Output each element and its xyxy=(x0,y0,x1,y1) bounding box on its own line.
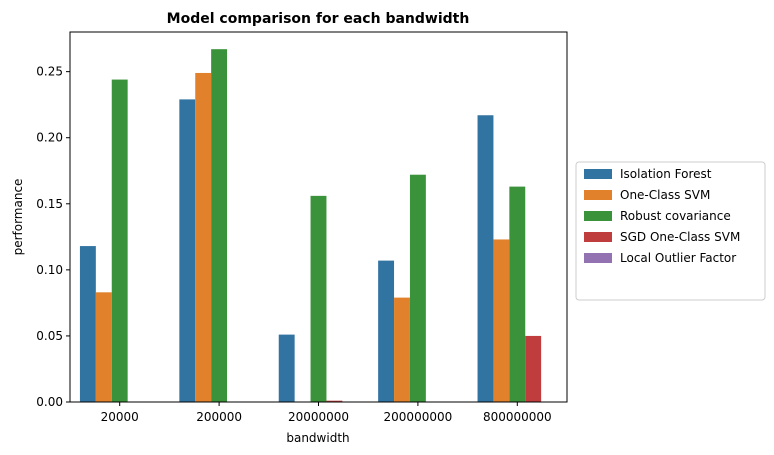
bar-robust-covariance-200000 xyxy=(211,49,228,403)
y-tick-label: 0.10 xyxy=(36,263,63,277)
plot-frame xyxy=(69,31,568,403)
legend-label: Local Outlier Factor xyxy=(620,251,736,265)
bar-isolation-forest-20000 xyxy=(79,246,96,402)
y-tick-label: 0.00 xyxy=(36,395,63,409)
x-tick-label: 200000000 xyxy=(384,410,453,424)
bar-one-class-svm-20000 xyxy=(95,292,112,402)
bar-robust-covariance-800000000 xyxy=(509,186,526,402)
bar-isolation-forest-20000000 xyxy=(278,334,295,402)
bar-robust-covariance-200000000 xyxy=(409,174,426,402)
chart-title: Model comparison for each bandwidth xyxy=(167,11,470,27)
legend-swatch xyxy=(584,190,612,200)
y-axis: 0.00 0.05 0.10 0.15 0.20 0.25 xyxy=(36,65,70,409)
legend-label: Isolation Forest xyxy=(620,167,712,181)
legend-label: One-Class SVM xyxy=(620,188,710,202)
bars-group xyxy=(79,49,542,403)
bar-robust-covariance-20000 xyxy=(111,79,128,402)
bar-isolation-forest-200000 xyxy=(179,99,196,402)
legend: Isolation Forest One-Class SVM Robust cova… xyxy=(575,161,766,301)
x-axis-label: bandwidth xyxy=(286,431,349,445)
bar-isolation-forest-200000000 xyxy=(378,260,395,402)
y-tick-label: 0.15 xyxy=(36,197,63,211)
x-tick-label: 20000 xyxy=(101,410,139,424)
legend-swatch xyxy=(584,211,612,221)
bar-one-class-svm-200000 xyxy=(195,72,212,403)
y-tick-label: 0.25 xyxy=(36,65,63,79)
x-axis: 20000 200000 20000000 200000000 800000000 xyxy=(101,402,552,424)
y-axis-label: performance xyxy=(11,179,25,256)
legend-label: Robust covariance xyxy=(620,209,731,223)
x-tick-label: 200000 xyxy=(196,410,242,424)
x-tick-label: 20000000 xyxy=(288,410,349,424)
bar-robust-covariance-20000000 xyxy=(310,195,327,402)
legend-box xyxy=(575,161,766,301)
legend-swatch xyxy=(584,232,612,242)
bar-sgd-one-class-svm-800000000 xyxy=(525,335,542,402)
legend-swatch xyxy=(584,253,612,263)
bar-isolation-forest-800000000 xyxy=(477,115,494,402)
bar-one-class-svm-200000000 xyxy=(394,297,410,402)
y-tick-label: 0.20 xyxy=(36,131,63,145)
legend-label: SGD One-Class SVM xyxy=(620,230,740,244)
y-tick-label: 0.05 xyxy=(36,329,63,343)
bar-sgd-one-class-svm-20000000 xyxy=(326,400,343,402)
x-tick-label: 800000000 xyxy=(483,410,552,424)
bar-one-class-svm-800000000 xyxy=(493,239,510,402)
legend-swatch xyxy=(584,169,612,179)
